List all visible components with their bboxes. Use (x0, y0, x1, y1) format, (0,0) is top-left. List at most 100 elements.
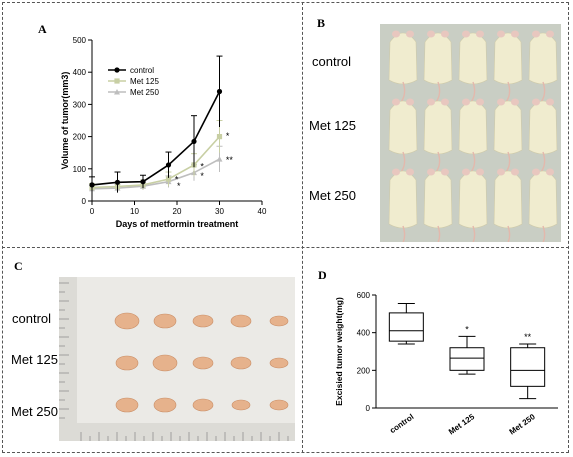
mouse-ear-r2-4-a (532, 168, 540, 176)
mouse-ear-r2-1-b (441, 168, 449, 176)
mouse-tail-r1-2 (470, 151, 476, 173)
mouse-tail-r0-1 (435, 81, 441, 103)
y-tick-label-2: 200 (73, 133, 87, 142)
mouse-body-r0-0 (388, 32, 418, 85)
ruler-horizontal (59, 423, 295, 441)
mouse-ear-r0-0-a (392, 30, 400, 38)
mouse-ear-r1-2-a (462, 98, 470, 106)
significance-mark-met-125: * (465, 324, 469, 334)
ruler-vertical (59, 277, 77, 441)
tumor-r2-0 (115, 397, 139, 413)
significance-mark-1: * (177, 181, 181, 191)
mouse-ear-r0-3-a (497, 30, 505, 38)
series-line-met-125 (91, 136, 221, 189)
mouse-tail-r0-2 (470, 81, 476, 103)
photo-background (59, 277, 295, 441)
mouse-body-r2-4 (528, 170, 558, 229)
legend-label-control: control (130, 66, 154, 75)
point-control-5 (216, 88, 223, 95)
box-control (388, 312, 424, 342)
mouse-body-r1-1 (423, 100, 453, 155)
mouse-tail-r0-0 (400, 81, 406, 103)
mouse-ear-r1-4-b (546, 98, 554, 106)
box-plot-tumor-weight: 0 200 400 600 Excisied tumor weight(mg) contr… (334, 291, 558, 437)
tumor-photo-drawing (59, 277, 295, 441)
y-tick-label-0: 0 (82, 197, 87, 206)
mouse-tail-r2-3 (507, 225, 511, 242)
mouse-body-r1-0 (388, 100, 418, 155)
mouse-ear-r1-4-a (532, 98, 540, 106)
significance-mark-0: * (175, 174, 179, 184)
mouse-ear-r2-3-b (511, 168, 519, 176)
mouse-body-r2-2 (458, 170, 488, 229)
panel-d-letter: D (318, 268, 327, 282)
x-tick-label-2: 20 (173, 207, 182, 216)
tumor-r1-1 (152, 354, 178, 372)
x-tick-label-0: 0 (90, 207, 95, 216)
y-tick-label-3: 600 (357, 291, 371, 300)
x-tick-label-3: 30 (215, 207, 224, 216)
mouse-tail-r0-4 (540, 81, 546, 103)
photo-c-label-met125: Met 125 (11, 352, 58, 367)
legend-marker-control (114, 67, 120, 73)
photo-c-label-control: control (12, 311, 52, 326)
photo-b-label-control: control (312, 54, 352, 69)
legend-label-met-125: Met 125 (130, 77, 159, 86)
mouse-body-r2-0 (388, 170, 418, 229)
y-axis-label: Excisied tumor weight(mg) (334, 297, 344, 406)
divider-horizontal (2, 247, 569, 248)
point-control-4 (191, 138, 197, 145)
mouse-ear-r0-4-b (546, 30, 554, 38)
mouse-tail-r2-0 (402, 225, 406, 242)
x-axis-label: Days of metformin treatment (116, 219, 239, 229)
point-control-2 (140, 179, 146, 185)
mouse-tail-r1-1 (435, 151, 441, 173)
mouse-ear-r2-0-a (392, 168, 400, 176)
mouse-tail-r1-4 (540, 151, 546, 173)
point-control-3 (165, 162, 172, 168)
mouse-ear-r1-1-a (427, 98, 435, 106)
tumor-r1-0 (115, 355, 139, 371)
mouse-ear-r2-2-a (462, 168, 470, 176)
tumor-r1-3 (230, 356, 252, 370)
mouse-ear-r1-0-a (392, 98, 400, 106)
point-met-125-3 (165, 176, 172, 182)
tumor-r1-2 (192, 356, 214, 370)
mouse-body-r0-4 (528, 32, 558, 85)
tumor-r0-0 (114, 312, 140, 330)
legend-label-met-250: Met 250 (130, 88, 159, 97)
mouse-body-r1-2 (458, 100, 488, 155)
x-tick-label-1: 10 (130, 207, 139, 216)
x-tick-label-met-125: Met 125 (447, 412, 477, 437)
y-tick-label-3: 300 (73, 100, 87, 109)
y-axis-label: Volume of tumor(mm3) (60, 72, 70, 170)
mouse-ear-r1-1-b (441, 98, 449, 106)
x-tick-label-4: 40 (258, 207, 267, 216)
mouse-ear-r0-2-b (476, 30, 484, 38)
mice-photo (380, 24, 561, 242)
significance-mark-met-250: ** (524, 332, 532, 342)
mouse-ear-r0-1-b (441, 30, 449, 38)
tumor-r2-4 (269, 399, 289, 411)
x-tick-label-control: control (388, 412, 415, 435)
series-line-met-250 (91, 158, 220, 190)
tumor-r2-3 (231, 399, 251, 411)
mice-photo-drawing (380, 24, 561, 242)
mouse-ear-r1-3-a (497, 98, 505, 106)
mouse-tail-r1-0 (400, 151, 406, 173)
y-tick-label-4: 400 (73, 68, 87, 77)
tumor-photo (59, 277, 295, 441)
tumor-r1-4 (269, 357, 289, 369)
mouse-body-r0-1 (423, 32, 453, 85)
y-tick-label-5: 500 (73, 36, 87, 45)
box-met-250 (510, 347, 546, 387)
line-chart-tumor-volume: 0 100 200 300 400 500 0 10 20 30 40 Days of metform… (60, 36, 267, 229)
point-control-0 (89, 182, 95, 188)
y-tick-label-1: 100 (73, 165, 87, 174)
point-met-125-5 (216, 134, 223, 140)
tumor-r0-1 (153, 313, 177, 329)
mouse-tail-r0-3 (505, 81, 511, 103)
significance-mark-5: ** (226, 155, 234, 165)
y-tick-label-0: 0 (366, 404, 371, 413)
mouse-ear-r2-3-a (497, 168, 505, 176)
